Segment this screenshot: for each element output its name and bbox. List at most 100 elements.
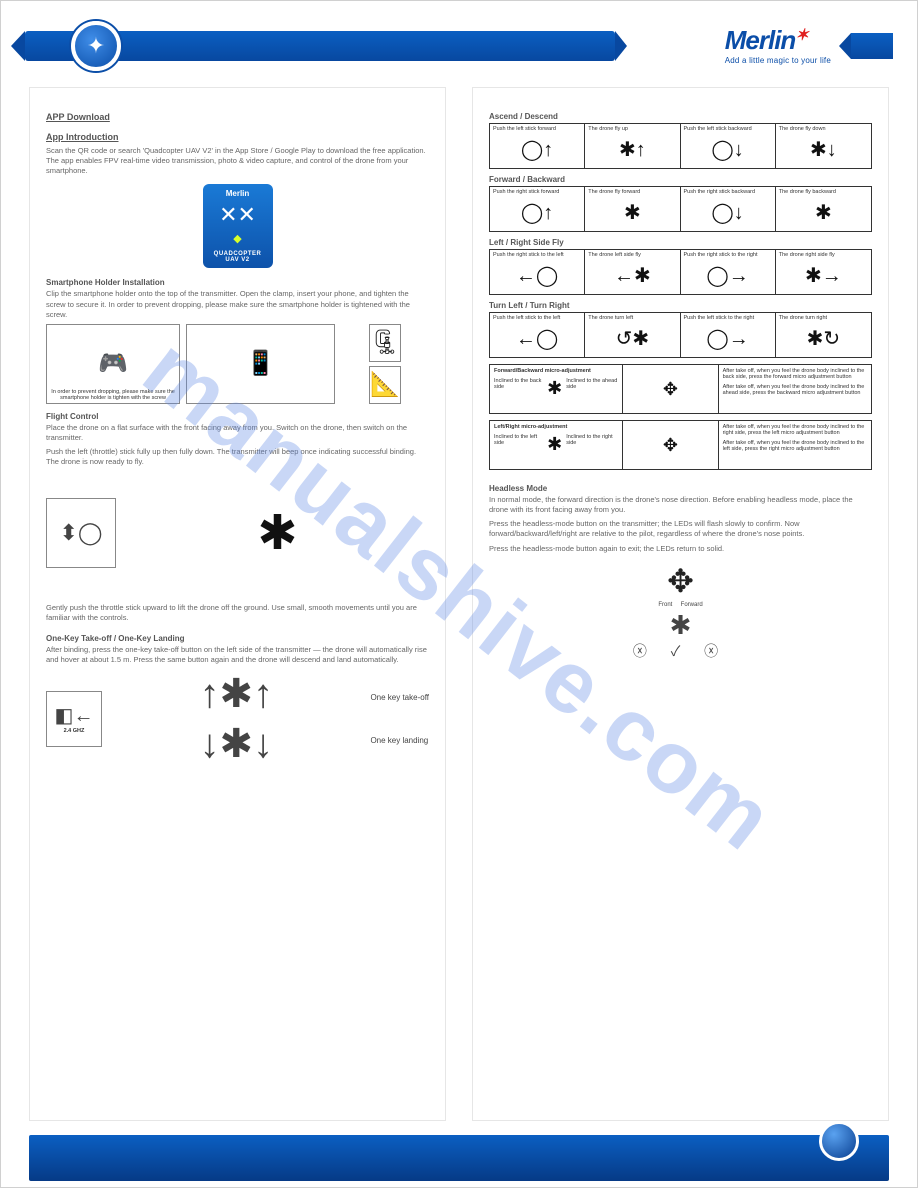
label-takeoff: One key take-off	[370, 693, 429, 702]
trim2-l1: Inclined to the left side	[494, 434, 543, 455]
header-ribbon-right	[851, 33, 893, 59]
grid-turn: Push the left stick to the left←◯ The dr…	[489, 312, 872, 358]
stick-down-icon: ◯↓	[684, 132, 772, 166]
lstick-left-icon: ←◯	[493, 321, 581, 355]
heading-forward: Forward / Backward	[489, 175, 872, 184]
text-flight-1: Place the drone on a flat surface with t…	[46, 423, 429, 443]
binding-diagram: ⬍◯ ✱	[46, 473, 429, 593]
holder-diagram-block: 🎮 In order to prevent dropping, please m…	[46, 324, 429, 404]
grid-side: Push the right stick to the left←◯ The d…	[489, 249, 872, 295]
dpad-fb-icon: ✥	[623, 365, 718, 413]
drone-left-icon: ←✱	[588, 258, 676, 292]
trim1-r1: After take off, when you feel the drone …	[723, 368, 867, 380]
heading-holder: Smartphone Holder Installation	[46, 278, 429, 287]
drone-turnl-icon: ↺✱	[588, 321, 676, 355]
holder-callout: In order to prevent dropping, please mak…	[49, 389, 177, 401]
drone-fwd-icon: ✱	[588, 195, 676, 229]
brand-name-text: Merlin	[725, 25, 796, 55]
heading-flight: Flight Control	[46, 412, 429, 421]
onekey-freq-badge: 2.4 GHZ	[64, 728, 85, 734]
dpad-lr-icon: ✥	[623, 421, 718, 469]
trim1-title: Forward/Backward micro-adjustment	[494, 368, 618, 374]
drone-up-icon: ✱↑	[588, 132, 676, 166]
drone-tilt-side-icon: ✱	[547, 434, 562, 455]
trim1-r2: After take off, when you feel the drone …	[723, 384, 867, 396]
text-headless-1: In normal mode, the forward direction is…	[489, 495, 872, 515]
text-flight-2: Push the left (throttle) stick fully up …	[46, 447, 429, 467]
trim2-r2: After take off, when you feel the drone …	[723, 440, 867, 452]
heading-turn: Turn Left / Turn Right	[489, 301, 872, 310]
trim2-title: Left/Right micro-adjustment	[494, 424, 618, 430]
drone-tilt-back-icon: ✱	[547, 378, 562, 399]
text-headless-2: Press the headless-mode button on the tr…	[489, 519, 872, 539]
grid-forward: Push the right stick forward◯↑ The drone…	[489, 186, 872, 232]
text-app-intro: Scan the QR code or search 'Quadcopter U…	[46, 146, 429, 176]
onekey-button-icon: ◧← 2.4 GHZ	[46, 691, 102, 747]
column-right: Ascend / Descend Push the left stick for…	[472, 87, 889, 1121]
grid-trim-lr: Left/Right micro-adjustment Inclined to …	[489, 420, 872, 470]
brand-tagline: Add a little magic to your life	[725, 56, 831, 65]
heading-app-download: APP Download	[46, 112, 429, 122]
onekey-diagram: ◧← 2.4 GHZ ↑✱↑ ↓✱↓ One key take-off One …	[46, 671, 429, 767]
heading-ascend: Ascend / Descend	[489, 112, 872, 121]
drone-landing-icon: ↓✱↓	[110, 721, 362, 767]
brand-block: Merlin✶ Add a little magic to your life	[725, 25, 831, 65]
heading-app-intro: App Introduction	[46, 132, 429, 142]
heading-onekey: One-Key Take-off / One-Key Landing	[46, 634, 429, 643]
grid-ascend: Push the left stick forward◯↑ The drone …	[489, 123, 872, 169]
text-flight-3: Gently push the throttle stick upward to…	[46, 603, 429, 623]
clip-open-icon: 📐	[370, 370, 400, 399]
holder-diagram-3a: 🗜	[369, 324, 401, 362]
page-footer	[29, 1135, 889, 1181]
trim2-l2: Inclined to the right side	[566, 434, 618, 455]
direction-check-icons: ⓧ ✓ ⓧ	[489, 641, 872, 661]
transmitter-icon: 🎮	[98, 349, 128, 378]
drone-right-icon: ✱→	[779, 258, 868, 292]
app-card-drone-icon: ✕✕	[208, 204, 268, 226]
manual-page: ✦ Merlin✶ Add a little magic to your lif…	[0, 0, 918, 1188]
trim2-r1: After take off, when you feel the drone …	[723, 424, 867, 436]
label-front: Front	[658, 602, 672, 608]
holder-diagram-3b: 📐	[369, 366, 401, 404]
text-headless-3: Press the headless-mode button again to …	[489, 544, 872, 554]
brand-name: Merlin✶	[725, 25, 831, 56]
dpad-icon: ✥	[489, 562, 872, 600]
drone-takeoff-icon: ↑✱↑	[110, 671, 362, 717]
throttle-stick-icon: ⬍◯	[46, 498, 116, 568]
drone-down-icon: ✱↓	[779, 132, 868, 166]
stick-up-icon: ◯↑	[493, 132, 581, 166]
heading-side: Left / Right Side Fly	[489, 238, 872, 247]
holder-diagram-1: 🎮 In order to prevent dropping, please m…	[46, 324, 180, 404]
app-card-title: QUADCOPTER UAV V2	[208, 251, 268, 263]
phone-mounted-icon: 📱	[246, 349, 276, 378]
app-card-brand: Merlin	[208, 189, 268, 198]
brand-hat-icon: ✶	[795, 27, 807, 44]
button-arrow-icon: ◧←	[55, 703, 94, 728]
label-forward: Forward	[681, 602, 703, 608]
rstick-down-icon: ◯↓	[684, 195, 772, 229]
column-left: APP Download App Introduction Scan the Q…	[29, 87, 446, 1121]
page-header: ✦ Merlin✶ Add a little magic to your lif…	[29, 19, 889, 77]
drone-headless-icon: ✱	[489, 610, 872, 641]
drone-turnr-icon: ✱↻	[779, 321, 868, 355]
content-columns: APP Download App Introduction Scan the Q…	[29, 87, 889, 1121]
rstick-left-icon: ←◯	[493, 258, 581, 292]
heading-headless: Headless Mode	[489, 484, 872, 493]
trim1-l1: Inclined to the back side	[494, 378, 543, 399]
headless-diagram: ✥ Front Forward ✱ ⓧ ✓ ⓧ	[489, 562, 872, 661]
rstick-right-icon: ◯→	[684, 258, 772, 292]
app-card-figure-icon: ◆	[208, 232, 268, 245]
clip-icon: 🗜	[370, 328, 400, 357]
rstick-up-icon: ◯↑	[493, 195, 581, 229]
text-holder: Clip the smartphone holder onto the top …	[46, 289, 429, 319]
drone-back-icon: ✱	[779, 195, 868, 229]
holder-diagram-2: 📱	[186, 324, 335, 404]
lstick-right-icon: ◯→	[684, 321, 772, 355]
footer-orb-icon	[819, 1121, 859, 1161]
drone-on-ground-icon: ✱	[208, 473, 348, 593]
grid-trim-fb: Forward/Backward micro-adjustment Inclin…	[489, 364, 872, 414]
text-onekey: After binding, press the one-key take-of…	[46, 645, 429, 665]
brand-badge-icon: ✦	[71, 21, 121, 71]
app-icon-card: Merlin ✕✕ ◆ QUADCOPTER UAV V2	[203, 184, 273, 268]
trim1-l2: Inclined to the ahead side	[566, 378, 618, 399]
